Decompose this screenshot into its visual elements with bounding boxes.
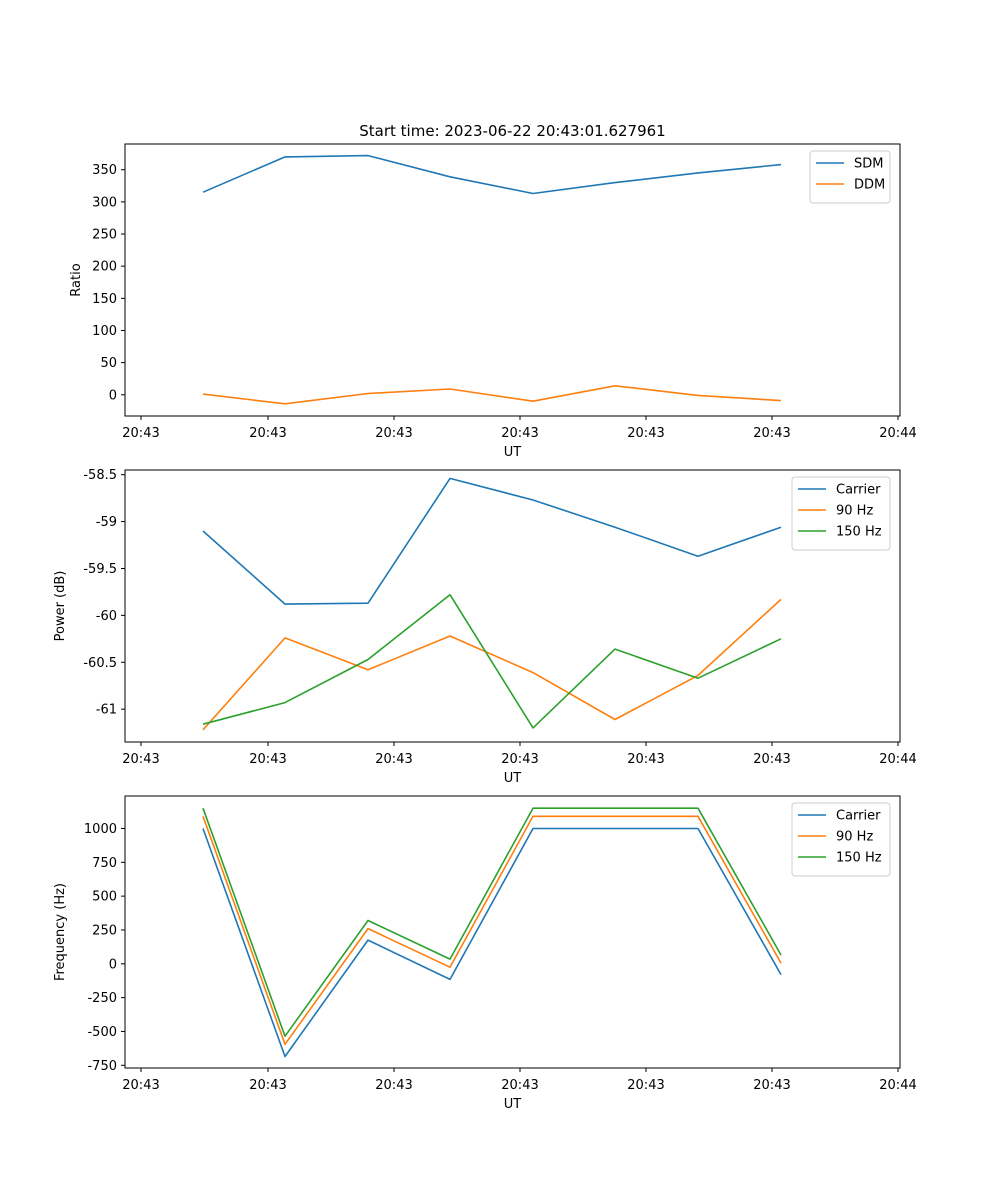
axes-frame (124, 469, 901, 743)
series-line-90-hz (202, 815, 782, 1046)
y-tick-label: 750 (92, 856, 117, 871)
series-line-carrier (202, 477, 782, 605)
y-tick-label: -58.5 (83, 468, 117, 483)
legend-label: 150 Hz (836, 525, 882, 540)
legend-label: DDM (854, 178, 885, 193)
x-tick-label: 20:43 (375, 752, 412, 767)
y-tick-label: -250 (87, 991, 117, 1006)
y-tick-label: -59.5 (83, 562, 117, 577)
y-tick-label: -59 (96, 515, 117, 530)
y-tick-label: 300 (92, 195, 117, 210)
legend: SDM DDM (809, 150, 891, 204)
y-tick-label: 350 (92, 163, 117, 178)
legend-label: Carrier (836, 483, 881, 498)
x-tick-label: 20:43 (753, 426, 790, 441)
y-axis-label: Ratio (69, 263, 84, 296)
axes-frame (124, 795, 901, 1069)
legend: Carrier 90 Hz 150 Hz (791, 802, 891, 877)
x-tick-label: 20:43 (375, 426, 412, 441)
series-line-150-hz (202, 593, 782, 729)
x-axis-label: UT (504, 445, 522, 460)
x-tick-label: 20:43 (249, 426, 286, 441)
legend-label: 150 Hz (836, 851, 882, 866)
x-tick-label: 20:43 (501, 752, 538, 767)
x-tick-label: 20:43 (249, 1078, 286, 1093)
x-axis-label: UT (504, 771, 522, 786)
y-axis-label: Frequency (Hz) (53, 883, 68, 981)
y-tick-label: 200 (92, 260, 117, 275)
x-tick-label: 20:43 (122, 1078, 159, 1093)
y-tick-label: 150 (92, 292, 117, 307)
x-tick-label: 20:43 (627, 426, 664, 441)
x-tick-label: 20:44 (879, 752, 916, 767)
x-tick-label: 20:43 (249, 752, 286, 767)
legend-box (809, 150, 891, 204)
x-tick-label: 20:43 (501, 1078, 538, 1093)
y-tick-label: 250 (92, 923, 117, 938)
chart-title: Start time: 2023-06-22 20:43:01.627961 (359, 122, 665, 140)
y-tick-label: 0 (109, 388, 117, 403)
x-tick-label: 20:43 (627, 1078, 664, 1093)
series-line-carrier (202, 827, 782, 1058)
y-tick-label: 1000 (84, 822, 117, 837)
series-line-sdm (202, 154, 782, 195)
y-tick-label: 500 (92, 890, 117, 905)
x-tick-label: 20:44 (879, 426, 916, 441)
x-tick-label: 20:44 (879, 1078, 916, 1093)
y-tick-label: 50 (100, 356, 117, 371)
legend: Carrier 90 Hz 150 Hz (791, 476, 891, 551)
series-line-150-hz (202, 807, 782, 1037)
series-line-90-hz (202, 598, 782, 731)
y-tick-label: 250 (92, 228, 117, 243)
legend-label: Carrier (836, 809, 881, 824)
x-tick-label: 20:43 (375, 1078, 412, 1093)
y-tick-label: -500 (87, 1025, 117, 1040)
x-tick-label: 20:43 (753, 752, 790, 767)
x-tick-label: 20:43 (122, 426, 159, 441)
y-tick-label: -61 (96, 703, 117, 718)
chart-panel-1: 0 50 100 150 200 250 300 350 20:43 20:43 20:43 20:4… (69, 122, 917, 460)
x-tick-label: 20:43 (122, 752, 159, 767)
y-axis-label: Power (dB) (53, 571, 68, 642)
y-tick-label: -60.5 (83, 656, 117, 671)
x-tick-label: 20:43 (501, 426, 538, 441)
y-tick-label: 100 (92, 324, 117, 339)
chart-panel-3: -750 -500 -250 0 250 500 750 1000 20:43 20:43 20:4… (53, 795, 917, 1112)
y-tick-label: 0 (109, 957, 117, 972)
x-axis-label: UT (504, 1097, 522, 1112)
x-tick-label: 20:43 (627, 752, 664, 767)
y-tick-label: -60 (96, 609, 117, 624)
chart-panel-2: -61 -60.5 -60 -59.5 -59 -58.5 20:43 20:43 20:43 2… (53, 468, 917, 786)
x-tick-label: 20:43 (753, 1078, 790, 1093)
y-tick-label: -750 (87, 1059, 117, 1074)
axes-frame (124, 143, 901, 417)
legend-label: SDM (854, 157, 883, 172)
series-line-ddm (202, 384, 782, 405)
legend-label: 90 Hz (836, 504, 873, 519)
legend-label: 90 Hz (836, 830, 873, 845)
